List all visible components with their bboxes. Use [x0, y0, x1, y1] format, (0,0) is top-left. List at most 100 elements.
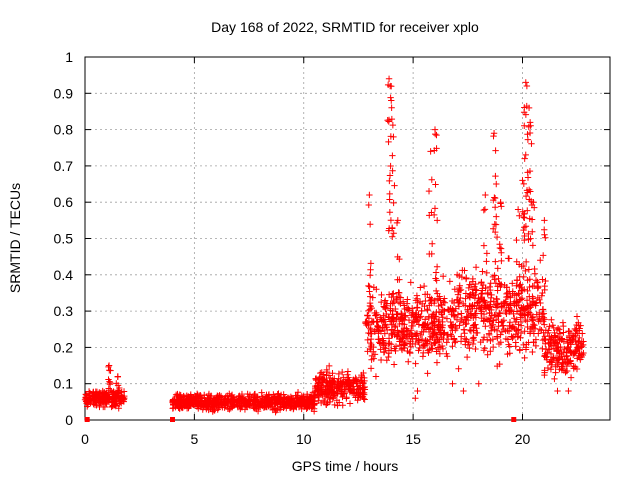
data-point [195, 405, 202, 412]
data-point [311, 394, 319, 401]
data-point [375, 335, 383, 343]
data-point [451, 339, 459, 346]
data-point [513, 236, 520, 244]
data-point [310, 400, 317, 408]
data-point [377, 356, 385, 364]
data-point [540, 314, 548, 321]
data-point [396, 255, 403, 263]
data-point [531, 204, 538, 211]
data-point [546, 323, 553, 330]
data-point [520, 180, 528, 188]
data-point [491, 326, 498, 333]
data-point [382, 321, 389, 328]
data-point [438, 333, 445, 341]
data-point [378, 317, 386, 325]
data-point [412, 332, 420, 340]
data-point [497, 199, 504, 206]
data-point [529, 242, 537, 249]
data-point [427, 333, 434, 340]
data-point [373, 286, 380, 293]
data-point [102, 397, 110, 404]
data-point [532, 342, 540, 350]
data-point [545, 327, 552, 334]
data-point [390, 290, 397, 297]
data-point [376, 340, 384, 347]
data-point [525, 230, 532, 238]
data-point [578, 343, 586, 350]
data-point [254, 407, 262, 415]
data-point [176, 400, 184, 408]
data-point [546, 346, 553, 353]
data-point [454, 311, 462, 318]
data-point [482, 304, 489, 311]
data-point [565, 358, 573, 366]
data-point [491, 203, 499, 211]
data-point [527, 235, 534, 242]
data-point [541, 286, 548, 294]
data-point [396, 289, 403, 297]
data-point [444, 353, 451, 360]
data-point [577, 356, 584, 363]
data-point [367, 260, 375, 267]
data-point [105, 362, 113, 369]
data-point [463, 353, 471, 361]
data-point [97, 397, 104, 404]
data-point [516, 273, 523, 280]
data-point [333, 384, 340, 392]
data-point [517, 296, 524, 303]
data-point [509, 334, 516, 342]
data-point [392, 305, 399, 313]
x-tick-label: 20 [515, 431, 531, 447]
data-point [392, 322, 399, 330]
data-point [389, 167, 396, 175]
data-point [488, 306, 495, 314]
data-point [525, 266, 533, 273]
data-point [470, 336, 477, 344]
x-tick-label: 0 [81, 431, 89, 447]
data-point [558, 353, 565, 360]
data-point [472, 345, 479, 353]
data-point [413, 313, 420, 321]
data-point [493, 301, 500, 308]
data-point [565, 332, 573, 340]
data-point [524, 277, 531, 284]
data-point [567, 374, 575, 381]
data-point [522, 344, 530, 351]
data-point [541, 226, 548, 233]
data-point [414, 304, 421, 312]
data-point [559, 319, 567, 326]
data-point [380, 312, 387, 319]
data-point [504, 289, 511, 297]
data-point [434, 290, 441, 297]
data-point [113, 380, 120, 387]
data-point [338, 368, 346, 376]
data-point [560, 367, 568, 374]
data-point [404, 347, 411, 355]
data-point [563, 336, 571, 343]
data-point [552, 334, 559, 341]
data-point [490, 130, 498, 137]
data-point [552, 369, 559, 376]
data-point [447, 331, 454, 338]
data-point [389, 331, 396, 339]
data-point [382, 297, 389, 304]
data-point [433, 348, 440, 355]
data-point [535, 330, 542, 337]
data-point [472, 264, 480, 271]
data-point [385, 335, 393, 342]
data-point [428, 300, 435, 307]
data-point [293, 403, 300, 411]
data-point [493, 296, 501, 303]
data-point [408, 322, 415, 330]
data-point [372, 373, 380, 380]
data-point [388, 97, 395, 104]
data-point [542, 234, 549, 241]
data-point [509, 280, 516, 287]
data-point [322, 393, 329, 401]
data-point [524, 287, 531, 295]
data-point [530, 199, 537, 206]
data-point [546, 340, 553, 348]
data-point [529, 348, 536, 356]
data-point [498, 257, 505, 265]
